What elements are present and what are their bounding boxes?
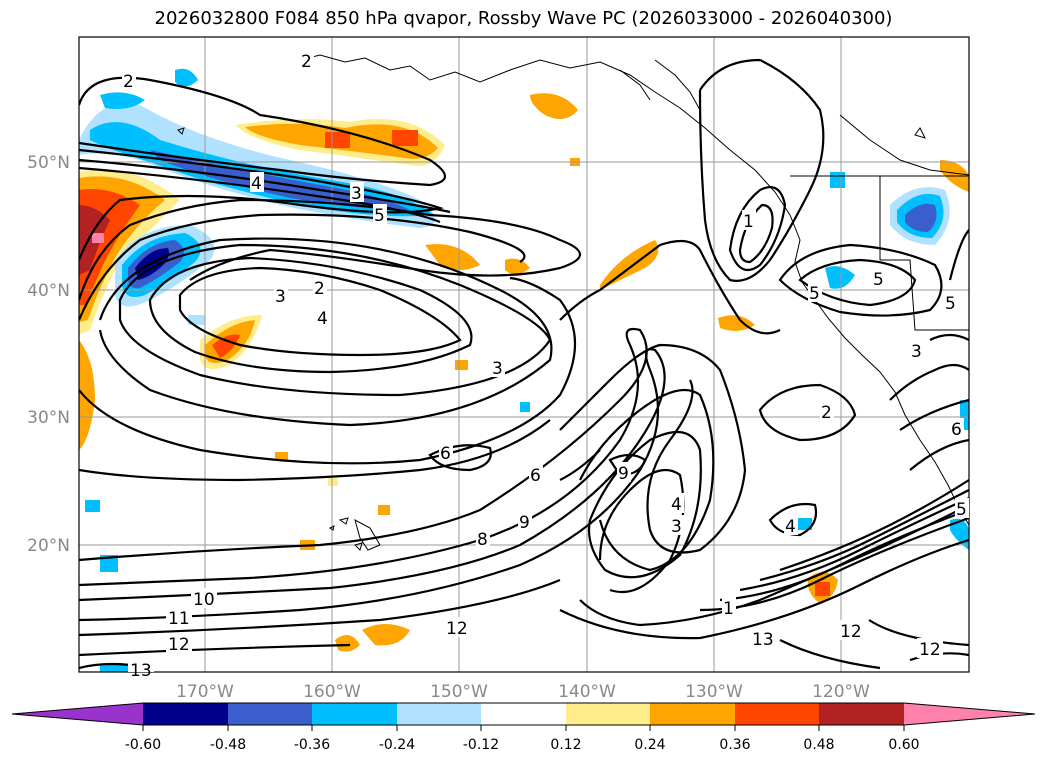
lat-label-20n: 20°N (27, 536, 70, 556)
colorbar-segment (735, 703, 819, 725)
contour-label: 4 (671, 495, 682, 515)
colorbar-tick-label: 0.48 (803, 737, 834, 753)
colorbar-tick-label: -0.48 (210, 737, 246, 753)
colorbar-segment (397, 703, 481, 725)
contour-label: 1 (723, 599, 734, 619)
latitude-labels: 50°N 40°N 30°N 20°N (27, 153, 70, 556)
lon-label-150w: 150°W (430, 682, 488, 702)
contour-label: 13 (752, 630, 774, 650)
figure-title: 2026032800 F084 850 hPa qvapor, Rossby W… (154, 8, 893, 29)
plot-frame (78, 36, 970, 673)
contour-label: 2 (301, 52, 312, 72)
colorbar-tick-label: 0.36 (719, 737, 750, 753)
contour-label: 13 (130, 661, 152, 681)
contour-label: 12 (840, 622, 862, 642)
contour-label: 6 (440, 444, 451, 464)
contour-label: 3 (492, 359, 503, 379)
contour-label: 12 (446, 619, 468, 639)
colorbar-segment (228, 703, 312, 725)
colorbar-tick-label: 0.12 (550, 737, 581, 753)
contour-label: 4 (317, 309, 328, 329)
colorbar-segment (143, 703, 228, 725)
contour-label: 2 (821, 403, 832, 423)
longitude-labels: 170°W 160°W 150°W 140°W 130°W 120°W (176, 682, 870, 702)
contour-label: 5 (873, 270, 884, 290)
contour-label: 10 (193, 590, 215, 610)
colorbar-tick-label: 0.24 (634, 737, 665, 753)
contour-label: 12 (919, 640, 941, 660)
contour-label: 2 (123, 72, 134, 92)
lat-label-50n: 50°N (27, 153, 70, 173)
colorbar-tick-label: 0.60 (888, 737, 919, 753)
contour-label: 5 (374, 206, 385, 226)
colorbar-tick-label: -0.24 (379, 737, 415, 753)
colorbar-segment (650, 703, 735, 725)
colorbar-segment (566, 703, 650, 725)
contour-label: 5 (956, 500, 967, 520)
contour-label: 2 (314, 279, 325, 299)
colorbar-tick-label: -0.36 (294, 737, 330, 753)
colorbar-segment (819, 703, 904, 725)
contour-label: 5 (945, 294, 956, 314)
lon-label-140w: 140°W (558, 682, 616, 702)
lat-label-30n: 30°N (27, 408, 70, 428)
contour-label: 12 (168, 635, 190, 655)
colorbar-segment (904, 703, 1035, 725)
shaded-anomalies (79, 68, 969, 672)
lon-label-120w: 120°W (812, 682, 870, 702)
coastlines (177, 54, 969, 551)
contour-label: 8 (477, 530, 488, 550)
contour-label: 3 (911, 342, 922, 362)
contour-label: 3 (671, 517, 682, 537)
contour-label: 6 (951, 420, 962, 440)
colorbar: -0.60 -0.48 -0.36 -0.24 -0.12 0.12 0.24 … (11, 702, 1036, 753)
lon-label-170w: 170°W (176, 682, 234, 702)
contour-labels: 2 2 4 3 5 3 2 4 1 5 5 5 3 3 2 6 6 9 9 8 … (122, 50, 969, 681)
contour-label: 5 (809, 284, 820, 304)
contour-label: 3 (275, 287, 286, 307)
contour-label: 1 (743, 212, 754, 232)
contour-label: 3 (351, 184, 362, 204)
colorbar-segment (312, 703, 397, 725)
contour-label: 6 (530, 466, 541, 486)
colorbar-tick-label: -0.12 (463, 737, 499, 753)
contour-label: 9 (519, 513, 530, 533)
contour-label: 4 (251, 174, 262, 194)
contour-label: 4 (785, 517, 796, 537)
colorbar-segment (12, 703, 143, 725)
lon-label-130w: 130°W (685, 682, 743, 702)
colorbar-tick-label: -0.60 (125, 737, 161, 753)
colorbar-segment (481, 703, 566, 725)
lat-label-40n: 40°N (27, 281, 70, 301)
lon-label-160w: 160°W (303, 682, 361, 702)
contour-lines (79, 58, 969, 670)
contour-label: 11 (168, 609, 190, 629)
contour-label: 9 (618, 464, 629, 484)
